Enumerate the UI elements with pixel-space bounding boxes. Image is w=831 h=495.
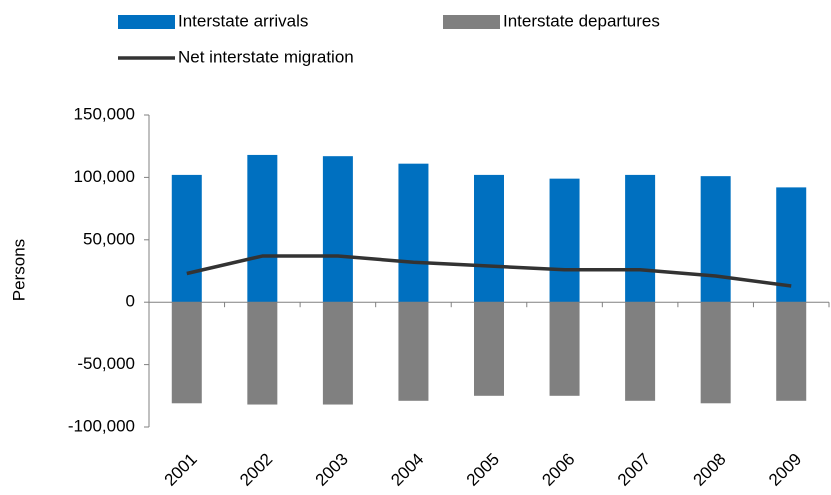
bar (549, 302, 580, 396)
bar (322, 156, 353, 303)
bar (625, 174, 656, 303)
line (186, 254, 792, 288)
legend-swatch (118, 15, 175, 29)
x-tick-label: 2004 (387, 450, 427, 490)
x-tick-label: 2008 (689, 450, 729, 490)
bar (247, 302, 278, 405)
legend-label: Net interstate migration (178, 47, 354, 66)
legend-swatch (443, 15, 500, 29)
bar (247, 154, 278, 303)
x-tick-label: 2001 (161, 450, 201, 490)
bar (171, 174, 202, 303)
bar (398, 302, 429, 401)
x-tick-label: 2009 (765, 450, 805, 490)
y-tick-label: 150,000 (74, 104, 135, 123)
x-tick-label: 2007 (614, 450, 654, 490)
x-tick-label: 2006 (538, 450, 578, 490)
bar (776, 302, 807, 401)
bar (625, 302, 656, 401)
y-tick-label: 50,000 (83, 229, 135, 248)
bar (171, 302, 202, 404)
bar (549, 178, 580, 303)
y-tick-label: -50,000 (77, 354, 135, 373)
bar (398, 163, 429, 303)
bar (474, 174, 504, 303)
bar (700, 302, 731, 404)
bar (474, 302, 504, 396)
legend-label: Interstate departures (503, 11, 660, 30)
y-tick-label: 0 (126, 292, 135, 311)
x-tick-label: 2005 (463, 450, 503, 490)
y-tick-label: 100,000 (74, 167, 135, 186)
x-tick-label: 2002 (236, 450, 276, 490)
x-tick-label: 2003 (312, 450, 352, 490)
y-axis-label: Persons (9, 239, 28, 301)
bar (700, 176, 731, 303)
legend-label: Interstate arrivals (178, 11, 308, 30)
y-tick-label: -100,000 (68, 416, 135, 435)
bar (322, 302, 353, 405)
